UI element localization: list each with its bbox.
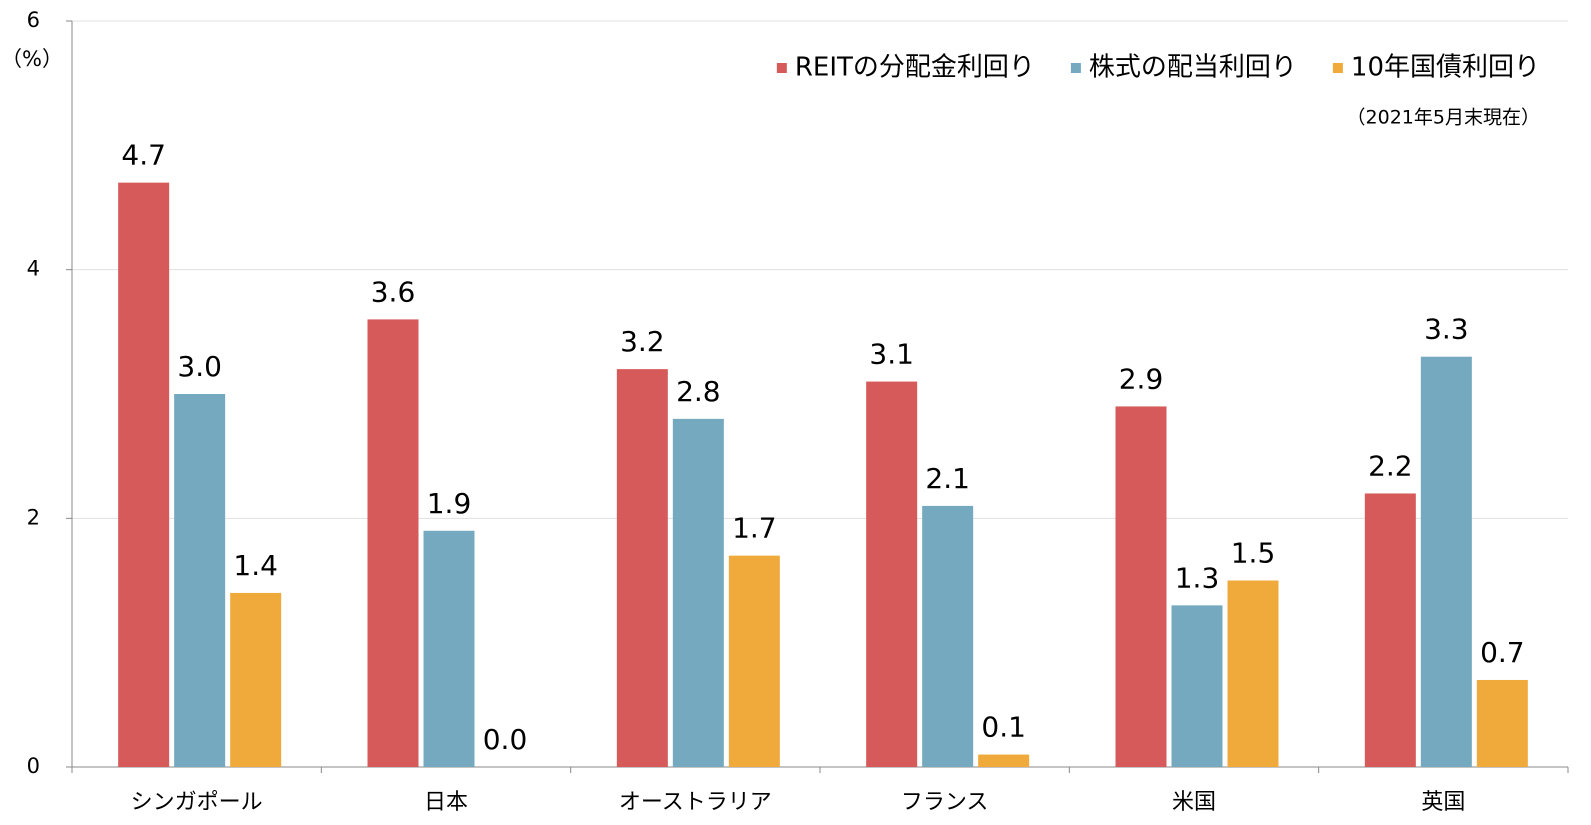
legend-label: REITの分配金利回り — [795, 53, 1035, 83]
value-label: 0.0 — [483, 723, 528, 756]
x-tick-label: 日本 — [424, 790, 468, 815]
y-tick-label: 2 — [27, 505, 40, 529]
y-tick-label: 4 — [27, 257, 40, 281]
y-axis-label: （%） — [1, 47, 63, 71]
value-label: 4.7 — [121, 139, 166, 172]
bar — [1115, 406, 1167, 767]
legend-swatch — [1070, 63, 1081, 73]
bar — [616, 369, 668, 767]
bar — [922, 505, 974, 767]
bar — [1420, 356, 1472, 767]
legend-label: 10年国債利回り — [1351, 53, 1540, 83]
annotation: （2021年5月末現在） — [1347, 107, 1540, 129]
x-tick-label: オーストラリア — [619, 790, 772, 815]
bar — [423, 530, 475, 767]
bar — [866, 381, 918, 767]
value-label: 1.3 — [1175, 561, 1220, 594]
value-label: 3.6 — [371, 275, 416, 308]
x-tick-label: 米国 — [1172, 790, 1216, 815]
value-label: 2.9 — [1119, 362, 1164, 395]
value-label: 3.3 — [1424, 313, 1469, 346]
legend-label: 株式の配当利回り — [1089, 53, 1297, 83]
value-label: 2.1 — [925, 462, 970, 495]
value-label: 0.1 — [981, 711, 1026, 744]
bar — [367, 319, 419, 767]
bar — [728, 555, 780, 767]
bar — [118, 182, 170, 768]
value-label: 0.7 — [1480, 636, 1525, 669]
value-label: 3.2 — [620, 325, 665, 358]
bar — [1227, 580, 1279, 767]
value-label: 1.5 — [1231, 537, 1276, 570]
y-tick-label: 0 — [27, 754, 40, 778]
bar — [1476, 679, 1528, 767]
bar — [672, 418, 724, 767]
bar — [1171, 605, 1223, 767]
value-label: 3.0 — [177, 350, 222, 383]
x-tick-label: 英国 — [1421, 790, 1465, 815]
y-tick-label: 6 — [27, 8, 40, 32]
bar — [174, 394, 226, 767]
bar — [978, 754, 1030, 767]
value-label: 3.1 — [869, 338, 914, 371]
value-label: 2.8 — [676, 375, 721, 408]
value-label: 1.4 — [233, 549, 278, 582]
x-tick-label: シンガポール — [131, 790, 263, 815]
value-label: 1.9 — [427, 487, 472, 520]
legend-swatch — [1332, 63, 1343, 73]
value-label: 2.2 — [1368, 449, 1413, 482]
legend-swatch — [776, 63, 787, 73]
x-tick-label: フランス — [901, 790, 989, 815]
bar — [1364, 493, 1416, 767]
value-label: 1.7 — [732, 512, 777, 545]
bar — [230, 592, 282, 767]
